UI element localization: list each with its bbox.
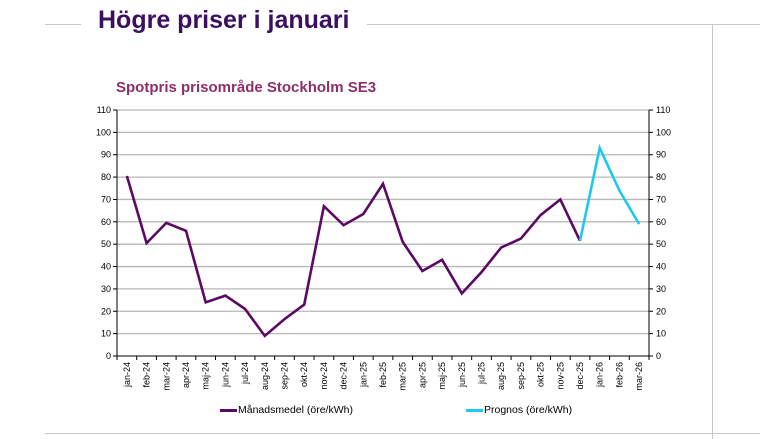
x-tick-label: apr-24	[181, 362, 191, 388]
x-tick-label: maj-25	[437, 362, 447, 390]
y-tick-label-left: 10	[101, 329, 111, 339]
slide-title: Högre priser i januari	[98, 6, 350, 34]
title-rule-right	[367, 24, 760, 25]
frame-bottom-border	[45, 433, 760, 434]
y-tick-label-right: 110	[656, 105, 670, 115]
x-tick-label: jul-24	[240, 362, 250, 385]
title-rule-left	[45, 24, 81, 25]
x-tick-label: okt-24	[299, 362, 309, 387]
x-tick-label: dec-24	[339, 362, 349, 390]
x-tick-label: jun-24	[220, 362, 230, 388]
series-line-forecast	[578, 143, 641, 242]
y-tick-label-right: 50	[656, 239, 666, 249]
x-tick-label: jan-25	[358, 362, 368, 388]
x-axis-ticks: jan-24 feb-24 mar-24 apr-24 maj-24 jun-24 jul-…	[116, 356, 650, 391]
x-tick-label: feb-24	[142, 362, 152, 388]
y-tick-label-left: 70	[101, 194, 111, 204]
x-tick-label: sep-24	[279, 362, 289, 390]
legend-swatch-forecast	[466, 408, 483, 412]
y-axis-right-ticks: 0 10 20 30 40 50 60 70 80 90 100 110	[649, 105, 671, 361]
legend-label-forecast: Prognos (öre/kWh)	[484, 404, 573, 416]
x-tick-label: jul-25	[477, 362, 487, 385]
y-tick-label-right: 90	[656, 150, 666, 160]
x-tick-label: sep-25	[516, 362, 526, 390]
x-tick-label: jun-25	[457, 362, 467, 388]
x-tick-label: mar-25	[398, 362, 408, 391]
y-tick-label-right: 100	[656, 127, 671, 137]
frame-right-border	[712, 25, 713, 439]
x-tick-label: mar-24	[161, 362, 171, 391]
x-tick-label: maj-24	[201, 362, 211, 390]
x-tick-label: feb-26	[614, 362, 624, 388]
y-tick-label-left: 100	[96, 127, 111, 137]
x-tick-label: mar-26	[634, 362, 644, 391]
y-tick-label-right: 60	[656, 217, 666, 227]
y-axis-left-ticks: 0 10 20 30 40 50 60 70 80 90 100 110	[96, 105, 117, 361]
x-tick-label: nov-24	[319, 362, 329, 390]
legend-item-actual: Månadsmedel (öre/kWh)	[220, 404, 353, 416]
y-tick-label-right: 20	[656, 306, 666, 316]
x-tick-label: jan-26	[595, 362, 605, 388]
y-tick-label-right: 0	[656, 351, 661, 361]
x-tick-label: aug-24	[260, 362, 270, 390]
y-tick-label-left: 50	[101, 239, 111, 249]
axes	[116, 110, 650, 357]
y-tick-label-left: 60	[101, 217, 111, 227]
gridlines	[117, 109, 649, 335]
y-tick-label-left: 0	[106, 351, 111, 361]
y-tick-label-left: 20	[101, 306, 111, 316]
x-tick-label: feb-25	[378, 362, 388, 388]
y-tick-label-left: 40	[101, 262, 111, 272]
y-tick-label-right: 40	[656, 262, 666, 272]
legend-label-actual: Månadsmedel (öre/kWh)	[238, 404, 353, 416]
x-tick-label: nov-25	[555, 362, 565, 390]
legend-item-forecast: Prognos (öre/kWh)	[466, 404, 572, 416]
x-tick-label: apr-25	[417, 362, 427, 388]
y-tick-label-left: 30	[101, 284, 111, 294]
x-tick-label: jan-24	[122, 362, 132, 388]
legend-swatch-actual	[220, 408, 237, 412]
y-tick-label-right: 80	[656, 172, 666, 182]
x-tick-label: aug-25	[496, 362, 506, 390]
y-tick-label-right: 10	[656, 329, 666, 339]
y-tick-label-right: 30	[656, 284, 666, 294]
series-line-actual	[125, 175, 582, 338]
y-tick-label-left: 90	[101, 150, 111, 160]
series-lines	[125, 143, 641, 338]
x-tick-label: okt-25	[536, 362, 546, 387]
chart-title: Spotpris prisområde Stockholm SE3	[116, 79, 377, 96]
y-tick-label-left: 110	[97, 105, 111, 115]
y-tick-label-left: 80	[101, 172, 111, 182]
y-tick-label-right: 70	[656, 194, 666, 204]
x-tick-label: dec-25	[575, 362, 585, 390]
